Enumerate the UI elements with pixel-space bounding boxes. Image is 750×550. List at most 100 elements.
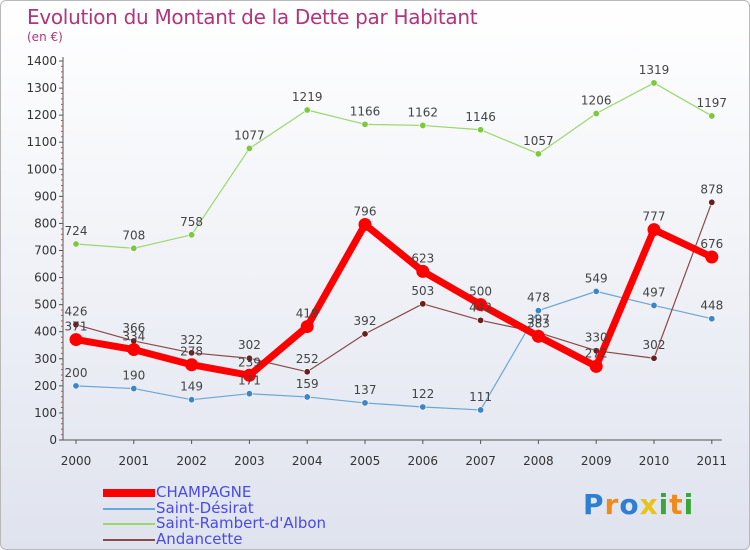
y-tick-label: 800 xyxy=(34,216,57,230)
data-point xyxy=(650,354,658,362)
x-tick-label: 2009 xyxy=(581,454,612,468)
chart-subtitle: (en €) xyxy=(27,30,63,44)
chart-title: Evolution du Montant de la Dette par Hab… xyxy=(27,5,478,29)
data-label: 1057 xyxy=(523,134,554,148)
data-point xyxy=(589,359,603,373)
data-label: 302 xyxy=(643,338,666,352)
data-point xyxy=(72,382,80,390)
data-point xyxy=(361,399,369,407)
data-label: 796 xyxy=(354,205,377,219)
data-point xyxy=(708,112,716,120)
x-tick-label: 2011 xyxy=(697,454,728,468)
x-tick-label: 2004 xyxy=(292,454,323,468)
data-label: 448 xyxy=(700,299,723,313)
data-label: 1166 xyxy=(350,104,381,118)
data-point xyxy=(303,368,311,376)
data-label: 330 xyxy=(585,331,608,345)
data-label: 623 xyxy=(411,251,434,265)
data-label: 200 xyxy=(65,366,88,380)
data-point xyxy=(534,307,542,315)
data-point xyxy=(416,264,430,278)
series-line xyxy=(75,82,713,249)
logo-letter: P xyxy=(583,488,605,521)
data-label: 190 xyxy=(122,369,145,383)
data-point xyxy=(708,198,716,206)
data-label: 322 xyxy=(180,333,203,347)
logo-letter: t xyxy=(669,488,684,521)
data-point xyxy=(419,121,427,129)
data-label: 724 xyxy=(65,224,88,238)
data-point xyxy=(188,396,196,404)
data-point xyxy=(477,406,485,414)
proxiti-logo: Proxiti xyxy=(583,488,694,521)
y-tick-label: 0 xyxy=(49,433,57,447)
data-label: 252 xyxy=(296,352,319,366)
data-point xyxy=(69,333,83,347)
legend-swatch xyxy=(103,523,155,525)
series-line xyxy=(75,290,713,411)
data-point xyxy=(245,354,253,362)
data-point xyxy=(245,390,253,398)
series-layer xyxy=(69,79,719,414)
data-label: 497 xyxy=(643,285,666,299)
data-point xyxy=(303,106,311,114)
data-point xyxy=(650,301,658,309)
data-label: 1219 xyxy=(292,90,323,104)
y-tick-label: 700 xyxy=(34,244,57,258)
x-tick-label: 2008 xyxy=(523,454,554,468)
data-label: 503 xyxy=(411,284,434,298)
x-tick-label: 2006 xyxy=(408,454,439,468)
data-point xyxy=(303,393,311,401)
y-tick-label: 1400 xyxy=(26,54,57,68)
legend-label: Saint-Désirat xyxy=(156,498,254,517)
data-label: 1206 xyxy=(581,94,612,108)
y-tick-label: 1100 xyxy=(26,135,57,149)
data-label: 1146 xyxy=(465,110,496,124)
data-point xyxy=(592,287,600,295)
data-point xyxy=(185,358,199,372)
data-label: 478 xyxy=(527,291,550,305)
legend-swatch xyxy=(103,507,155,510)
data-point xyxy=(647,223,661,237)
x-tick-label: 2001 xyxy=(119,454,150,468)
data-point xyxy=(130,244,138,252)
data-label: 278 xyxy=(180,345,203,359)
data-point xyxy=(419,300,427,308)
data-point xyxy=(474,298,488,312)
data-point xyxy=(358,218,372,232)
data-label: 239 xyxy=(238,355,261,369)
data-point xyxy=(188,231,196,239)
logo-letter: o xyxy=(619,488,640,521)
data-label: 302 xyxy=(238,338,261,352)
data-label: 878 xyxy=(700,182,723,196)
data-point xyxy=(127,343,141,357)
data-point xyxy=(130,385,138,393)
data-label: 392 xyxy=(354,314,377,328)
data-point xyxy=(188,349,196,357)
series-line xyxy=(75,201,713,373)
data-label: 366 xyxy=(122,321,145,335)
chart-axes: 0 100 200 300 400 500 600 700 800 900 1000 1100 1200… xyxy=(26,54,727,468)
y-tick-label: 1000 xyxy=(26,162,57,176)
data-point xyxy=(531,329,545,343)
data-label: 426 xyxy=(65,305,88,319)
x-tick-label: 2002 xyxy=(176,454,207,468)
data-label: 149 xyxy=(180,380,203,394)
data-point xyxy=(708,315,716,323)
data-label: 383 xyxy=(527,316,550,330)
x-tick-label: 2000 xyxy=(61,454,92,468)
y-tick-label: 200 xyxy=(34,379,57,393)
data-label: 272 xyxy=(585,346,608,360)
y-tick-label: 500 xyxy=(34,298,57,312)
data-point xyxy=(72,240,80,248)
y-tick-label: 1300 xyxy=(26,81,57,95)
data-label: 171 xyxy=(238,374,261,388)
x-tick-label: 2007 xyxy=(465,454,496,468)
data-label: 419 xyxy=(296,307,319,321)
legend-label: Andancette xyxy=(156,529,243,548)
data-label: 1197 xyxy=(697,96,728,110)
data-point xyxy=(534,150,542,158)
data-label: 1077 xyxy=(234,128,265,142)
